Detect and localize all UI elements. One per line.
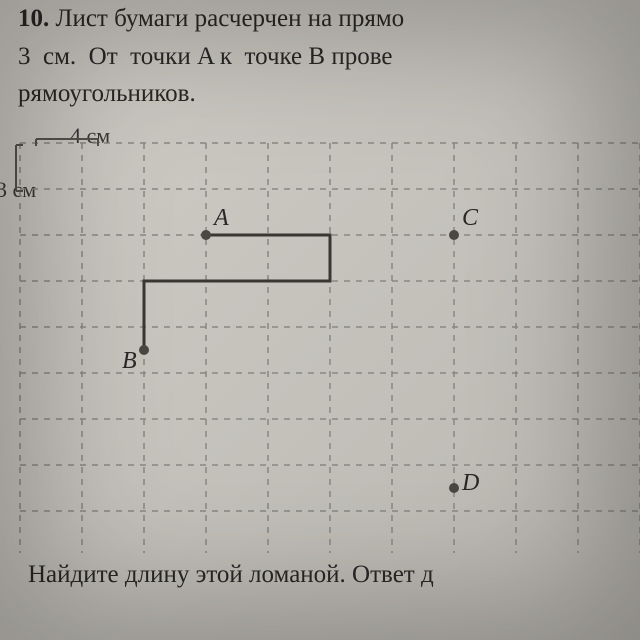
- problem-line-1: 10. Лист бумаги расчерчен на прямо: [0, 0, 640, 38]
- point-label-B: B: [122, 348, 137, 375]
- problem-line-3: рямоугольников.: [0, 75, 640, 113]
- problem-line1-rest: Лист бумаги расчерчен на прямо: [56, 5, 405, 32]
- grid-svg: [0, 123, 640, 553]
- page: 10. Лист бумаги расчерчен на прямо 3 см.…: [0, 0, 640, 640]
- bottom-text: Найдите длину этой ломаной. Ответ д: [0, 561, 640, 589]
- problem-line-2: 3 см. От точки A к точке B прове: [0, 38, 640, 76]
- figure-area: 4 см 3 см ABCD: [0, 123, 640, 543]
- point-label-C: C: [462, 205, 478, 232]
- problem-number: 10.: [18, 5, 49, 32]
- point-label-D: D: [462, 470, 479, 497]
- point-label-A: A: [214, 205, 229, 232]
